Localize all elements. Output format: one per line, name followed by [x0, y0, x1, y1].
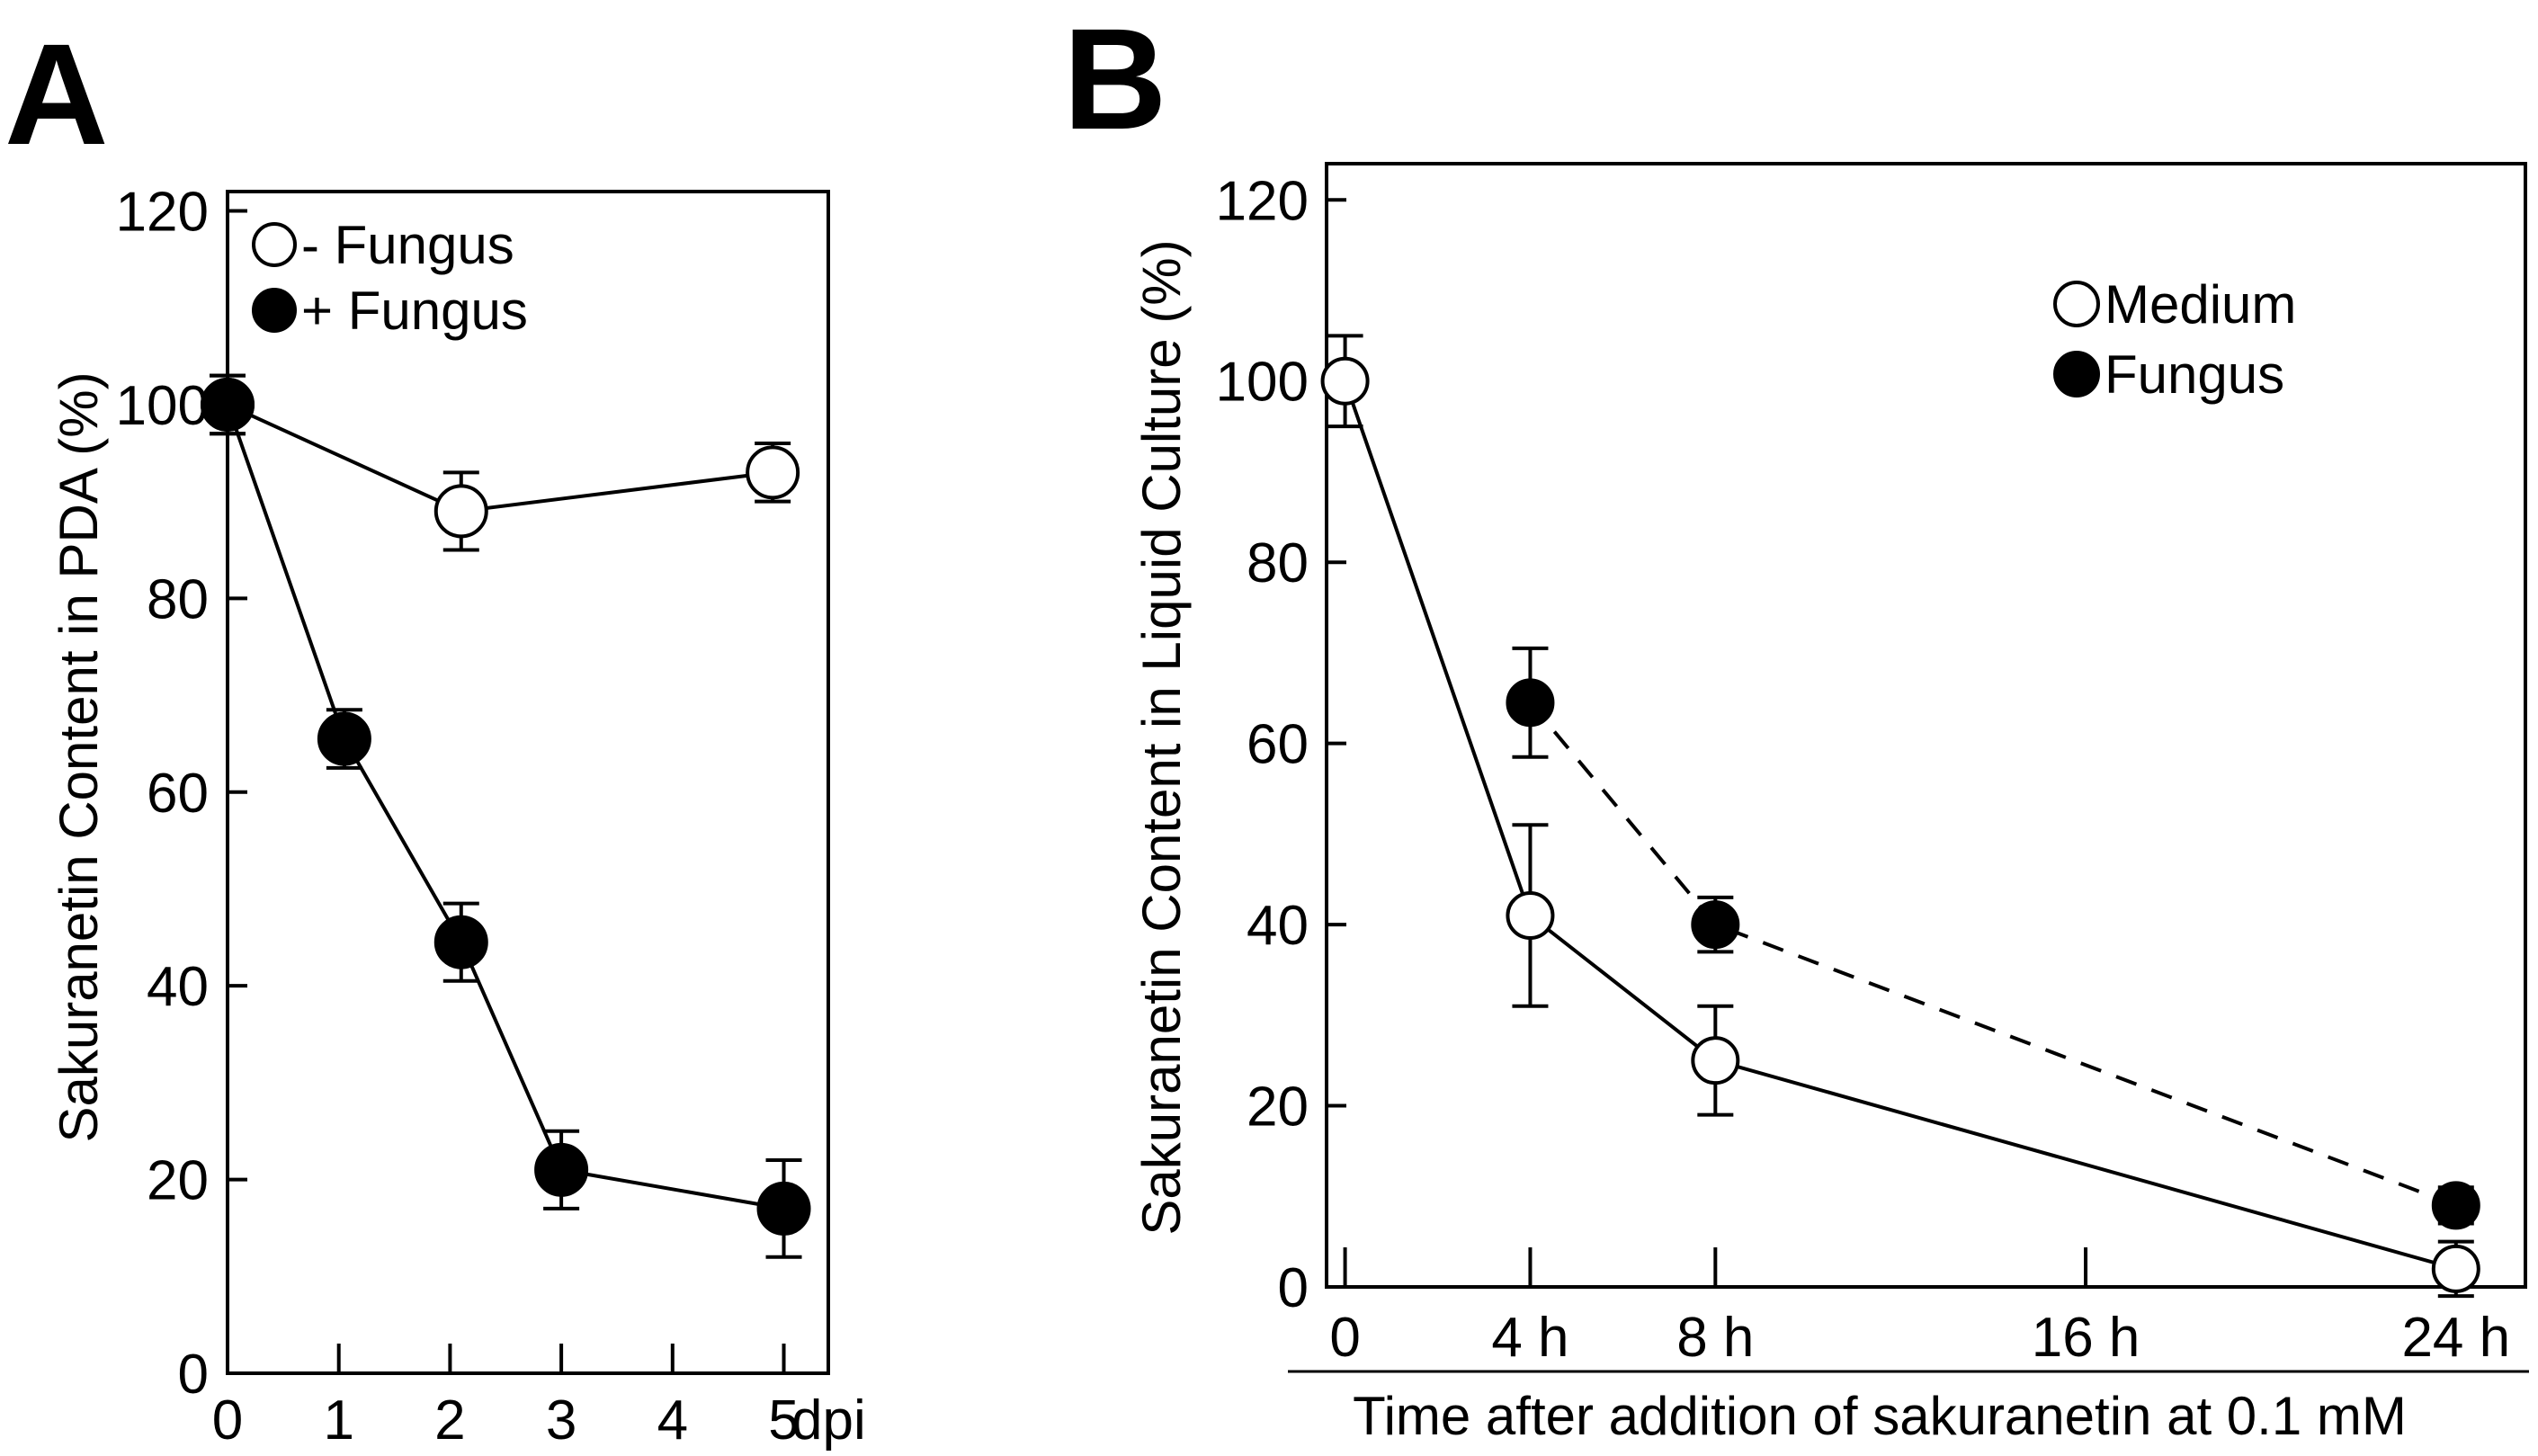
y-tick-label-b-120: 120	[1216, 170, 1309, 232]
series-line-b-1	[1528, 701, 2457, 1208]
x-tick-label-a-2: 2	[434, 1389, 465, 1452]
data-point-a-0-1	[433, 484, 488, 539]
chart-b: 0 20 40 60 80 100 120 0 4 h 8 h 16 h 24 h Sakuraneti…	[1131, 162, 2529, 1446]
x-tick-label-a-4: 4	[657, 1389, 688, 1452]
legend-marker-b-0	[2053, 281, 2100, 327]
plot-frame-a	[226, 190, 830, 1375]
y-tick-label-b-40: 40	[1247, 895, 1309, 957]
data-point-b-0-2	[1691, 1036, 1740, 1085]
series-line-a-1	[226, 404, 784, 1210]
y-tick-label-a-20: 20	[147, 1150, 209, 1212]
data-point-a-1-1	[317, 711, 371, 766]
data-point-a-1-0	[201, 377, 255, 432]
legend-label-a-0: - Fungus	[301, 215, 514, 275]
chart-a: 0 20 40 60 80 100 120 0 1 2 3 4 5 Sakuranetin Content…	[49, 182, 866, 1452]
y-tick-label-a-100: 100	[116, 375, 209, 437]
data-point-a-1-3	[534, 1142, 589, 1197]
panel-a-letter: A	[4, 13, 109, 174]
legend-label-a-1: + Fungus	[301, 281, 528, 341]
data-point-b-0-0	[1320, 356, 1370, 406]
legend-label-b-0: Medium	[2105, 274, 2296, 335]
x-tick-label-a-3: 3	[546, 1389, 576, 1452]
x-tick-label-b-3: 16 h	[2032, 1307, 2140, 1369]
panel-b-letter: B	[1063, 0, 1167, 159]
y-tick-label-a-40: 40	[147, 956, 209, 1018]
x-tick-label-a-0: 0	[212, 1389, 243, 1452]
y-tick-label-b-60: 60	[1247, 714, 1309, 776]
y-tick-label-a-120: 120	[116, 182, 209, 244]
y-tick-label-a-60: 60	[147, 763, 209, 825]
y-tick-label-b-100: 100	[1216, 352, 1309, 414]
data-point-b-1-0	[1506, 678, 1555, 728]
y-tick-label-a-0: 0	[178, 1344, 209, 1406]
data-point-b-1-2	[2431, 1181, 2480, 1230]
legend-marker-b-1	[2053, 351, 2100, 397]
data-point-a-0-2	[746, 445, 800, 500]
y-tick-label-a-80: 80	[147, 568, 209, 630]
y-tick-label-b-80: 80	[1247, 532, 1309, 594]
data-point-b-0-1	[1506, 891, 1555, 941]
x-tick-label-a-1: 1	[323, 1389, 353, 1452]
legend-label-b-1: Fungus	[2105, 344, 2284, 405]
data-point-b-1-1	[1691, 900, 1740, 950]
x-tick-label-b-2: 8 h	[1676, 1307, 1754, 1369]
series-line-b-0	[1343, 380, 2457, 1271]
x-tick-label-b-4: 24 h	[2401, 1307, 2510, 1369]
data-point-a-1-4	[756, 1181, 811, 1236]
y-tick-label-b-20: 20	[1247, 1076, 1309, 1139]
legend-marker-a-1	[252, 288, 297, 333]
series-line-a-0	[227, 403, 773, 514]
plot-frame-b	[1325, 162, 2527, 1289]
x-tick-label-b-0: 0	[1329, 1307, 1360, 1369]
x-unit-label-a: dpi	[791, 1389, 866, 1452]
y-tick-label-b-0: 0	[1278, 1257, 1309, 1319]
y-axis-title-a: Sakuranetin Content in PDA (%)	[49, 371, 109, 1142]
legend-marker-a-0	[252, 222, 297, 267]
x-tick-label-b-1: 4 h	[1491, 1307, 1568, 1369]
data-point-a-1-2	[433, 915, 488, 969]
x-tick-label-a-5: 5	[768, 1389, 799, 1452]
y-axis-title-b: Sakuranetin Content in Liquid Culture (%…	[1131, 239, 1192, 1235]
x-axis-title-b: Time after addition of sakuranetin at 0.…	[1353, 1386, 2407, 1446]
data-point-b-0-3	[2431, 1244, 2480, 1293]
